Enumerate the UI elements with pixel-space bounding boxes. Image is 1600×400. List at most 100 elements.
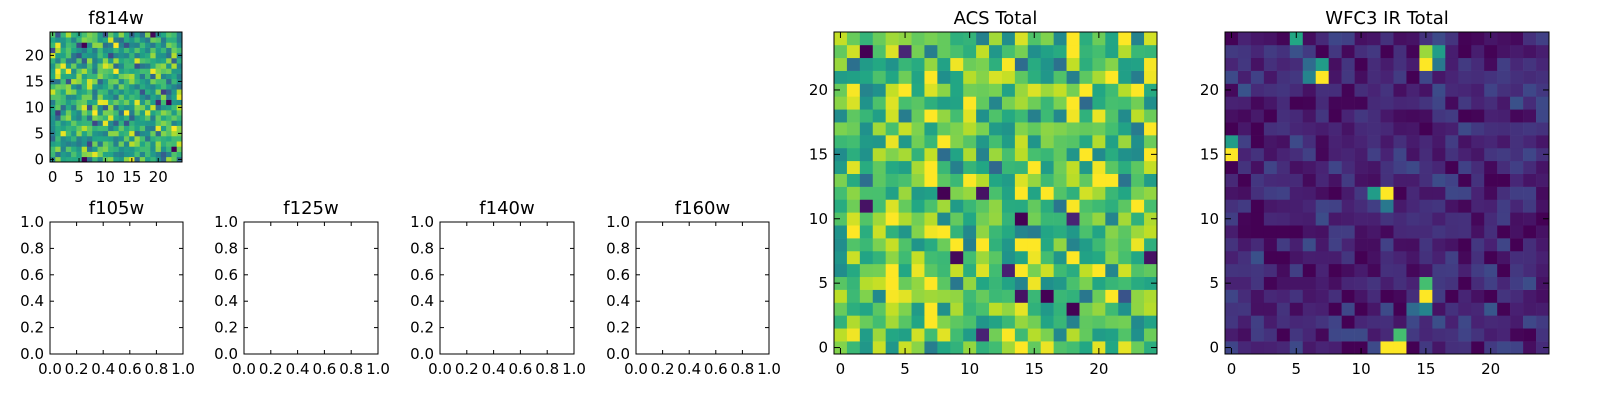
panel-0-cell	[97, 146, 104, 152]
panel-6-cell	[1406, 147, 1420, 162]
panel-6-cell	[1419, 44, 1433, 59]
panel-0-cell	[50, 89, 56, 95]
panel-0-cell	[71, 136, 77, 142]
panel-5-cell	[1105, 199, 1119, 213]
panel-0-cell	[71, 156, 77, 163]
panel-6-cell	[1497, 160, 1511, 174]
panel-0-cell	[97, 136, 104, 142]
panel-6-cell	[1432, 212, 1446, 226]
panel-0-cell	[176, 136, 183, 142]
panel-f105w: 0.0 0.2 0.4 0.6 0.8 1.00.00.20.40.60.81.0f105…	[20, 198, 195, 378]
panel-0-cell	[145, 104, 151, 111]
panel-0-cell	[92, 156, 98, 163]
panel-6-cell	[1315, 199, 1329, 213]
panel-6-cell	[1419, 341, 1433, 355]
panel-0-cell	[129, 141, 135, 147]
panel-5-cell	[1092, 70, 1106, 84]
panel-5-cell	[950, 147, 964, 162]
panel-0-cell	[129, 84, 135, 90]
panel-0-cell	[123, 156, 130, 163]
panel-6-cell	[1497, 302, 1511, 316]
panel-0-cell	[55, 78, 61, 85]
panel-5-cell	[1079, 32, 1093, 46]
panel-5-cell	[1144, 83, 1158, 97]
panel-5-cell	[989, 135, 1003, 149]
panel-5-cell	[1066, 32, 1080, 46]
panel-6-cell	[1367, 44, 1381, 59]
panel-6-cell	[1419, 186, 1433, 200]
panel-0-cell	[108, 99, 114, 106]
panel-6-cell	[1536, 263, 1550, 278]
panel-5-cell	[1105, 289, 1119, 303]
panel-6-cell	[1445, 57, 1459, 71]
panel-5-cell	[963, 225, 977, 239]
panel-6-cell	[1276, 173, 1291, 187]
panel-0-cell	[50, 47, 56, 54]
panel-6-cell	[1380, 173, 1394, 187]
panel-6-cell	[1484, 289, 1498, 303]
panel-6-cell	[1263, 160, 1278, 174]
panel-6-cell	[1315, 44, 1329, 59]
panel-5-cell	[872, 109, 886, 123]
panel-5-cell	[898, 147, 912, 162]
panel-5-cell	[950, 199, 964, 213]
panel-6-cell	[1225, 70, 1239, 84]
panel-5-cell	[911, 122, 925, 136]
panel-0-cell	[145, 141, 151, 147]
panel-6-cell	[1250, 147, 1265, 162]
panel-2-y-tick-label: 0.2	[214, 319, 238, 337]
panel-6-cell	[1445, 302, 1459, 316]
panel-5-cell	[834, 225, 848, 239]
panel-6-cell	[1237, 250, 1252, 265]
panel-0-cell	[108, 63, 114, 69]
panel-0-cell	[65, 32, 72, 38]
panel-0-cell	[102, 141, 109, 147]
panel-6-cell	[1432, 147, 1446, 162]
panel-5-cell	[1118, 83, 1132, 97]
panel-6-cell	[1276, 135, 1291, 149]
panel-5-cell	[1118, 122, 1132, 136]
panel-0-cell	[113, 130, 119, 137]
panel-0-cell	[139, 99, 146, 106]
panel-6-cell	[1393, 96, 1407, 110]
panel-6-cell	[1458, 341, 1472, 355]
panel-6-cell	[1393, 212, 1407, 226]
panel-0-cell	[160, 104, 167, 111]
panel-5-cell	[885, 44, 899, 59]
panel-6-cell	[1419, 276, 1433, 290]
panel-5-cell	[1092, 109, 1106, 123]
panel-5-cell	[872, 328, 886, 342]
panel-6-cell	[1367, 147, 1381, 162]
panel-6-cell	[1225, 147, 1239, 162]
panel-6-cell	[1289, 276, 1304, 290]
panel-5-cell	[1001, 160, 1016, 174]
panel-5-cell	[1105, 276, 1119, 290]
panel-5-cell	[1001, 135, 1016, 149]
panel-5-cell	[1118, 225, 1132, 239]
panel-5-cell	[1014, 44, 1029, 59]
panel-6-cell	[1458, 70, 1472, 84]
panel-0-cell	[97, 151, 104, 158]
panel-5-cell	[924, 147, 938, 162]
panel-5-cell	[1066, 96, 1080, 110]
panel-6-cell	[1497, 32, 1511, 46]
panel-5-cell	[834, 212, 848, 226]
panel-6-cell	[1328, 122, 1342, 136]
panel-5-cell	[1131, 225, 1145, 239]
panel-0-cell	[65, 136, 72, 142]
panel-5-cell	[846, 225, 861, 239]
panel-5-cell	[834, 263, 848, 278]
panel-0-cell	[76, 136, 82, 142]
panel-5-cell	[1027, 70, 1042, 84]
panel-6-cell	[1471, 83, 1485, 97]
panel-5-cell	[1053, 263, 1067, 278]
panel-5-cell	[1092, 186, 1106, 200]
panel-0-cell	[118, 94, 125, 100]
panel-0-cell	[81, 42, 88, 48]
panel-6-cell	[1328, 315, 1342, 329]
panel-5-cell	[1105, 147, 1119, 162]
panel-0-cell	[76, 94, 82, 100]
panel-5-cell	[989, 289, 1003, 303]
panel-6-cell	[1328, 109, 1342, 123]
panel-6-cell	[1302, 32, 1317, 46]
